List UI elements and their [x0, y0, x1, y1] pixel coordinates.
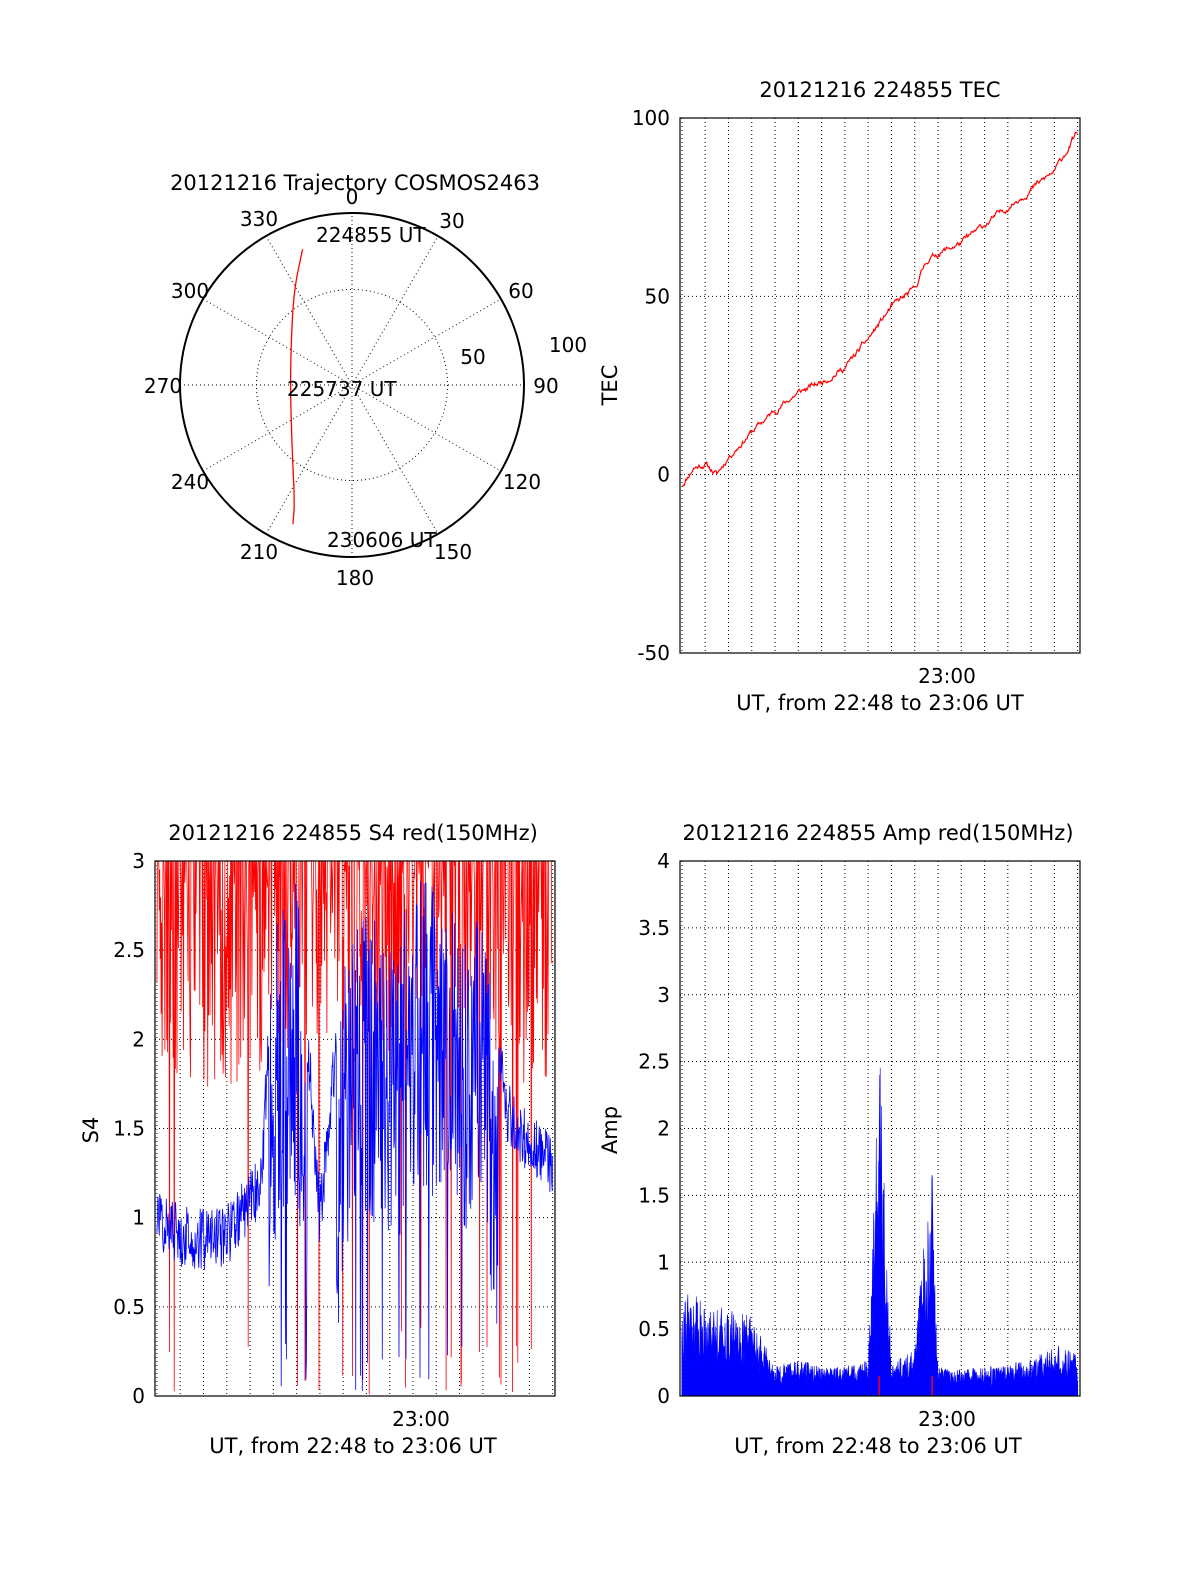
s4-x-label: UT, from 22:48 to 23:06 UT [209, 1434, 497, 1458]
az-label-180: 180 [336, 566, 374, 590]
az-label-30: 30 [439, 209, 464, 233]
s4-y-tick: 2.5 [113, 938, 145, 962]
amp-series [681, 1067, 1078, 1397]
az-label-120: 120 [503, 470, 541, 494]
polar-azimuth-labels: 0 30 60 90 120 150 180 210 240 270 300 3… [144, 185, 559, 590]
s4-y-tick: 0.5 [113, 1295, 145, 1319]
az-label-60: 60 [508, 279, 533, 303]
amp-y-tick: 2 [657, 1117, 670, 1141]
trajectory-line-0 [289, 249, 304, 525]
tec-plot-frame [679, 117, 1081, 654]
s4-y-tick: 1.5 [113, 1117, 145, 1141]
s4-title: 20121216 224855 S4 red(150MHz) [168, 821, 538, 845]
amp-x-label: UT, from 22:48 to 23:06 UT [734, 1434, 1022, 1458]
amp-y-tick: 4 [657, 849, 670, 873]
amp-y-tick: 3 [657, 983, 670, 1007]
s4-series [156, 861, 554, 1395]
tec-panel: 20121216 224855 TEC -50 0 50 100 23:00 UT, … [598, 78, 1081, 715]
annotation-start-time: 224855 UT [316, 223, 426, 247]
tec-x-tick-2300: 23:00 [918, 664, 976, 688]
tec-y-label: TEC [598, 365, 622, 407]
amp-x-tick-2300: 23:00 [918, 1407, 976, 1431]
s4-blue-series [156, 881, 554, 1392]
tec-y-tick: 50 [645, 284, 670, 308]
az-label-330: 330 [240, 207, 278, 231]
tec-series [681, 131, 1078, 488]
polar-title: 20121216 Trajectory COSMOS2463 [170, 171, 540, 195]
amp-y-tick: 3.5 [638, 916, 670, 940]
tec-y-ticks: -50 0 50 100 [632, 106, 670, 665]
s4-traces [156, 861, 554, 1395]
amp-panel: 20121216 224855 Amp red(150MHz) 0 0.5 1 1.5… [598, 821, 1081, 1458]
polar-outer-ring [179, 212, 525, 558]
tec-grid [680, 118, 1080, 653]
tec-y-tick: 100 [632, 106, 670, 130]
s4-y-ticks: 0 0.5 1 1.5 2 2.5 3 [113, 849, 145, 1408]
annotation-end-time: 230606 UT [327, 528, 437, 552]
tec-title: 20121216 224855 TEC [759, 78, 1000, 102]
s4-panel: 20121216 224855 S4 red(150MHz) 0 0.5 1 1.5 2… [79, 821, 556, 1458]
tec-y-tick: -50 [637, 641, 670, 665]
amp-y-tick: 0.5 [638, 1317, 670, 1341]
radial-label-50: 50 [460, 345, 485, 369]
annotation-mid-time: 225737 UT [287, 377, 397, 401]
az-label-0: 0 [346, 185, 359, 209]
az-label-300: 300 [171, 279, 209, 303]
radial-label-100: 100 [549, 333, 587, 357]
s4-x-tick-2300: 23:00 [392, 1407, 450, 1431]
tec-y-tick: 0 [657, 463, 670, 487]
amp-y-tick: 1 [657, 1250, 670, 1274]
amp-y-ticks: 0 0.5 1 1.5 2 2.5 3 3.5 4 [638, 849, 670, 1408]
amp-y-tick: 2.5 [638, 1050, 670, 1074]
s4-y-tick: 1 [132, 1206, 145, 1230]
s4-y-tick: 2 [132, 1027, 145, 1051]
polar-grid [180, 213, 524, 557]
tec-x-label: UT, from 22:48 to 23:06 UT [736, 691, 1024, 715]
az-label-270: 270 [144, 374, 182, 398]
az-label-240: 240 [171, 470, 209, 494]
tec-series-line [681, 131, 1078, 488]
az-label-90: 90 [533, 374, 558, 398]
amp-plot-frame [679, 860, 1081, 1397]
amp-y-tick: 0 [657, 1384, 670, 1408]
az-label-150: 150 [434, 540, 472, 564]
s4-y-tick: 3 [132, 849, 145, 873]
s4-y-label: S4 [79, 1117, 103, 1144]
amp-y-label: Amp [598, 1106, 622, 1154]
polar-trajectory-panel: 20121216 Trajectory COSMOS2463 0 30 60 9… [144, 171, 587, 590]
amp-y-tick: 1.5 [638, 1183, 670, 1207]
s4-plot-frame [154, 860, 556, 1397]
polar-series [289, 249, 304, 525]
polar-spoke-150 [265, 235, 439, 535]
az-label-210: 210 [240, 540, 278, 564]
polar-ring-50 [255, 288, 449, 482]
s4-y-tick: 0 [132, 1384, 145, 1408]
amp-title: 20121216 224855 Amp red(150MHz) [682, 821, 1073, 845]
